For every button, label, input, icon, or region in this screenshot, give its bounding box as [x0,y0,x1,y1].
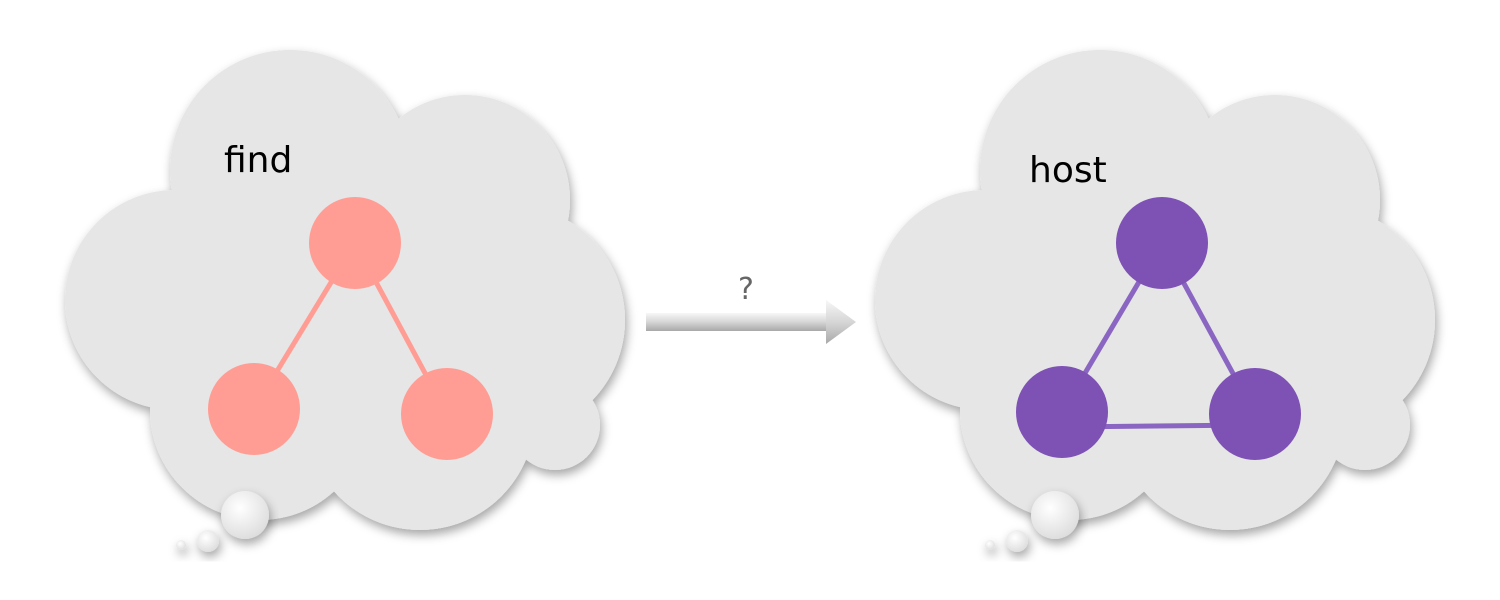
left-thought-bubbles [176,491,269,552]
right-thought-cloud: host [875,50,1435,552]
arrow-head [826,300,856,344]
transition-arrow: ? [646,272,856,344]
left-bubble-medium [197,530,219,552]
right-bubble-large [1031,491,1079,539]
right-node-top [1116,197,1208,289]
left-node-bottom-left [208,363,300,455]
right-cloud-label: host [1029,150,1107,191]
left-bubble-large [221,491,269,539]
right-graph [1016,197,1301,460]
left-graph [208,197,493,460]
left-bubble-small [176,540,186,550]
arrow-shaft [646,313,828,331]
right-cloud-body [875,50,1435,530]
right-node-bottom-right [1209,368,1301,460]
left-node-top [309,197,401,289]
right-bubble-medium [1006,530,1028,552]
right-thought-bubbles [985,491,1079,552]
left-node-bottom-right [401,368,493,460]
right-node-bottom-left [1016,366,1108,458]
left-cloud-body [65,50,625,530]
left-thought-cloud: find [65,50,625,552]
left-cloud-label: find [224,140,292,181]
right-bubble-small [985,540,995,550]
arrow-question-label: ? [738,272,754,307]
